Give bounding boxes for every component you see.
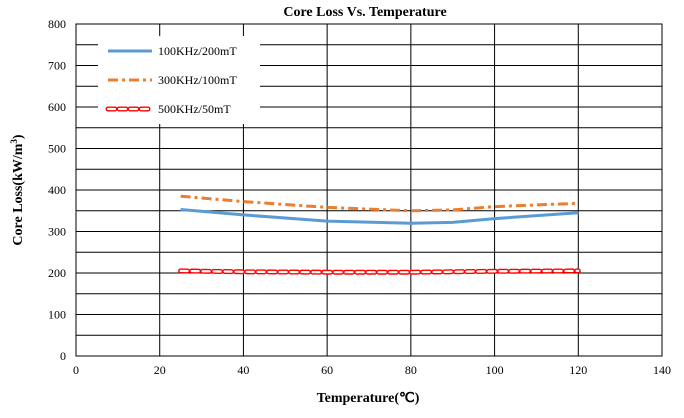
chart-title: Core Loss Vs. Temperature [283, 5, 446, 20]
series-2-point [409, 209, 412, 212]
series-2-point [326, 206, 329, 209]
y-axis-label-main: Core Loss(kW/m [11, 143, 26, 245]
series-line-1 [180, 208, 579, 225]
legend-label-2: 300KHz/100mT [158, 73, 237, 87]
series-1-point [326, 220, 329, 223]
legend-item-1: 100KHz/200mT [108, 44, 237, 58]
y-axis-label: Core Loss(kW/m3) [9, 134, 26, 246]
x-tick-label: 0 [73, 363, 79, 377]
legend: 100KHz/200mT 300KHz/100mT 500KHz/50mT [98, 36, 260, 124]
legend-label-1: 100KHz/200mT [158, 44, 237, 58]
plot-frame [75, 23, 663, 357]
x-axis-label: Temperature(℃) [317, 391, 420, 406]
x-tick-label: 80 [405, 363, 417, 377]
series-3-point [179, 269, 182, 272]
x-tick-label: 120 [569, 363, 587, 377]
y-tick-label: 600 [48, 100, 66, 114]
series-3-point [493, 270, 496, 273]
series-lines [178, 194, 581, 275]
y-tick-label: 400 [48, 183, 66, 197]
series-2-point [451, 208, 454, 211]
series-3-point [409, 271, 412, 274]
y-axis-label-superscript: 3 [9, 139, 19, 144]
x-tick-label: 60 [321, 363, 333, 377]
series-3 [178, 268, 581, 275]
legend-item-3: 500KHz/50mT [105, 102, 231, 116]
series-line-2 [180, 194, 579, 213]
series-3-point [326, 271, 329, 274]
y-tick-label: 800 [48, 17, 66, 31]
series-3-point [242, 270, 245, 273]
series-3-point [577, 269, 580, 272]
y-tick-label: 500 [48, 142, 66, 156]
series-2-point [493, 205, 496, 208]
x-tick-label: 140 [653, 363, 671, 377]
series-line-3-core [179, 269, 580, 274]
series-1-point [409, 222, 412, 225]
x-tick-label: 100 [486, 363, 504, 377]
series-1-point [577, 211, 580, 214]
tick-labels: 0 20 40 60 80 100 120 140 0 100 200 300 400 500 600 700… [48, 17, 671, 377]
y-axis-label-close: ) [11, 134, 26, 139]
series-1-point [493, 217, 496, 220]
y-tick-label: 200 [48, 266, 66, 280]
series-1 [179, 208, 580, 225]
x-tick-label: 40 [237, 363, 249, 377]
series-1-point [242, 213, 245, 216]
series-1-point [179, 208, 182, 211]
series-2-point [577, 202, 580, 205]
legend-item-2: 300KHz/100mT [108, 73, 237, 87]
series-1-point [451, 221, 454, 224]
y-tick-label: 0 [60, 349, 66, 363]
x-tick-label: 20 [154, 363, 166, 377]
series-2-point [242, 200, 245, 203]
series-2 [179, 194, 580, 213]
y-tick-label: 100 [48, 308, 66, 322]
legend-label-3: 500KHz/50mT [158, 102, 231, 116]
y-tick-label: 300 [48, 225, 66, 239]
series-2-point [179, 195, 182, 198]
y-tick-label: 700 [48, 59, 66, 73]
